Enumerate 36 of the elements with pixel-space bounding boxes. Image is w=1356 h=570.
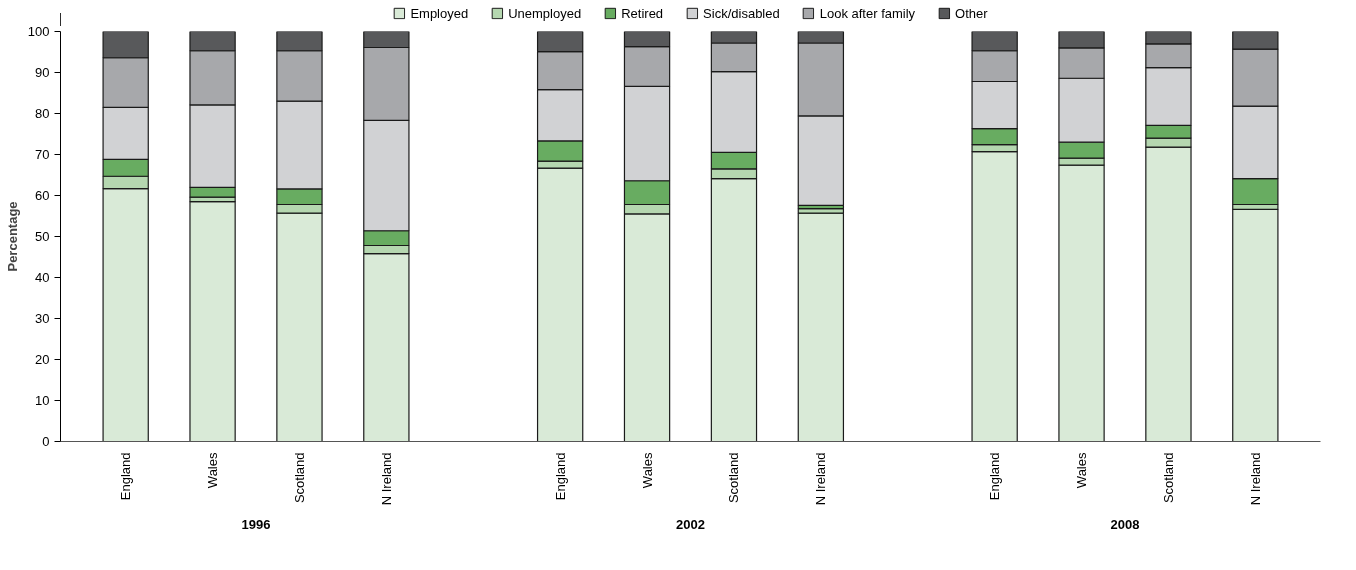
y-tick-label: 40 [35, 270, 50, 285]
y-tick-label: 60 [35, 188, 50, 203]
y-axis-title: Percentage [4, 201, 20, 272]
legend-label: Look after family [819, 5, 916, 21]
y-tick-label: 30 [35, 311, 50, 326]
x-tick-label: Scotland [1160, 452, 1176, 504]
text: 2008 [1110, 516, 1140, 532]
text: 1996 [241, 516, 271, 532]
x-tick-label: N Ireland [1247, 452, 1263, 506]
legend-label: Unemployed [508, 5, 582, 21]
y-tick-label: 80 [35, 106, 50, 121]
x-tick-label: Wales [639, 452, 655, 489]
y-tick-label: 10 [35, 393, 50, 408]
y-tick-label: 70 [35, 147, 50, 162]
legend-label: Employed [410, 5, 469, 21]
text: 2002 [676, 516, 705, 532]
y-tick-label: 0 [42, 434, 50, 449]
x-tick-label: Scotland [726, 452, 742, 504]
legend-label: Other [955, 5, 988, 21]
y-tick-label: 50 [35, 229, 50, 244]
bar [797, 212, 845, 442]
bar [189, 201, 236, 442]
y-tick-label: 90 [35, 65, 50, 80]
x-tick-label: Scotland [291, 452, 307, 504]
x-tick-label: England [987, 452, 1003, 501]
x-tick-label: England [552, 452, 568, 501]
x-tick-label: N Ireland [813, 452, 829, 506]
x-tick-label: England [118, 452, 134, 501]
y-tick-label: 100 [27, 24, 50, 39]
x-tick-label: N Ireland [378, 452, 394, 506]
bar [1232, 208, 1279, 442]
x-tick-label: Wales [205, 452, 221, 489]
legend-label: Sick/disabled [703, 5, 780, 21]
y-tick-label: 20 [35, 352, 50, 367]
x-tick-label: Wales [1074, 452, 1090, 489]
legend-label: Retired [621, 5, 664, 21]
